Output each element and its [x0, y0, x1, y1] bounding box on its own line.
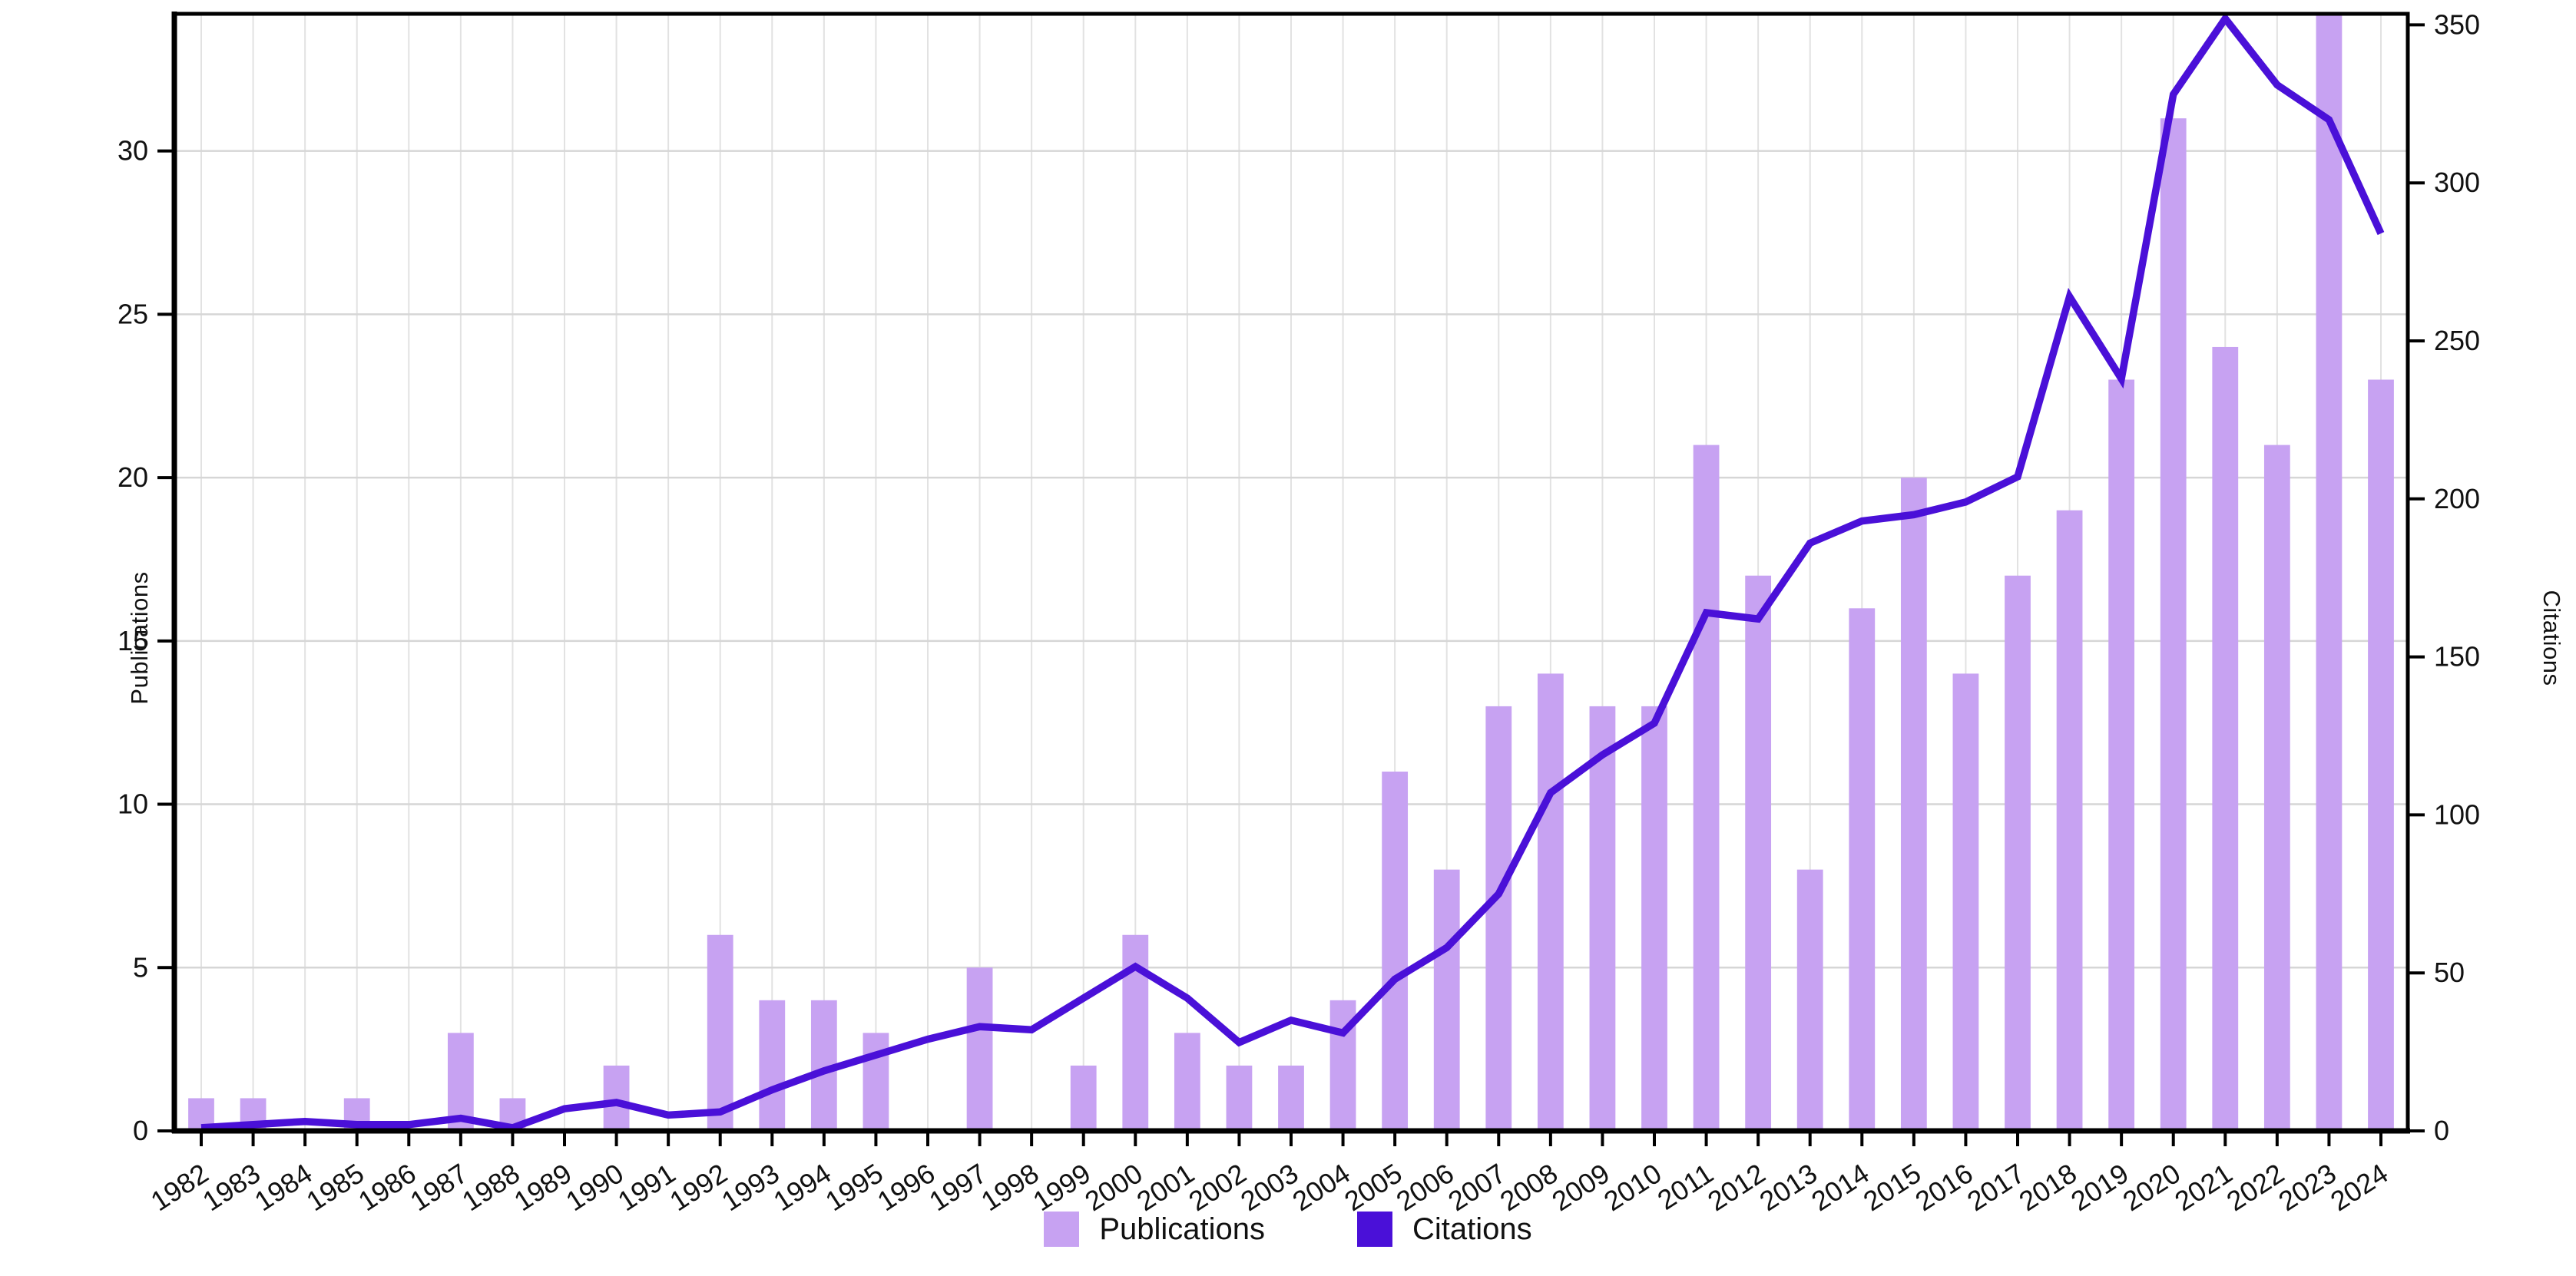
citations-swatch	[1357, 1212, 1393, 1247]
svg-text:50: 50	[2434, 957, 2465, 988]
svg-text:30: 30	[118, 135, 148, 167]
svg-text:10: 10	[118, 788, 148, 820]
left-axis-title: Publications	[126, 571, 153, 705]
svg-text:20: 20	[118, 461, 148, 493]
svg-text:150: 150	[2434, 641, 2480, 673]
publications-swatch	[1044, 1212, 1080, 1247]
svg-text:15: 15	[118, 625, 148, 656]
svg-text:0: 0	[133, 1115, 148, 1146]
right-axis-title: Citations	[2538, 590, 2565, 686]
svg-text:200: 200	[2434, 483, 2480, 514]
svg-text:250: 250	[2434, 325, 2480, 356]
svg-text:300: 300	[2434, 167, 2480, 198]
svg-text:0: 0	[2434, 1115, 2449, 1146]
legend-label-citations: Citations	[1412, 1212, 1532, 1246]
svg-text:350: 350	[2434, 8, 2480, 40]
svg-text:100: 100	[2434, 798, 2480, 830]
legend: Publications Citations	[0, 1212, 2576, 1247]
svg-text:5: 5	[133, 951, 148, 983]
svg-text:25: 25	[118, 298, 148, 329]
legend-item-publications: Publications	[1044, 1212, 1265, 1247]
legend-label-publications: Publications	[1099, 1212, 1266, 1246]
svg-text:2024: 2024	[2325, 1157, 2394, 1217]
legend-item-citations: Citations	[1357, 1212, 1532, 1247]
